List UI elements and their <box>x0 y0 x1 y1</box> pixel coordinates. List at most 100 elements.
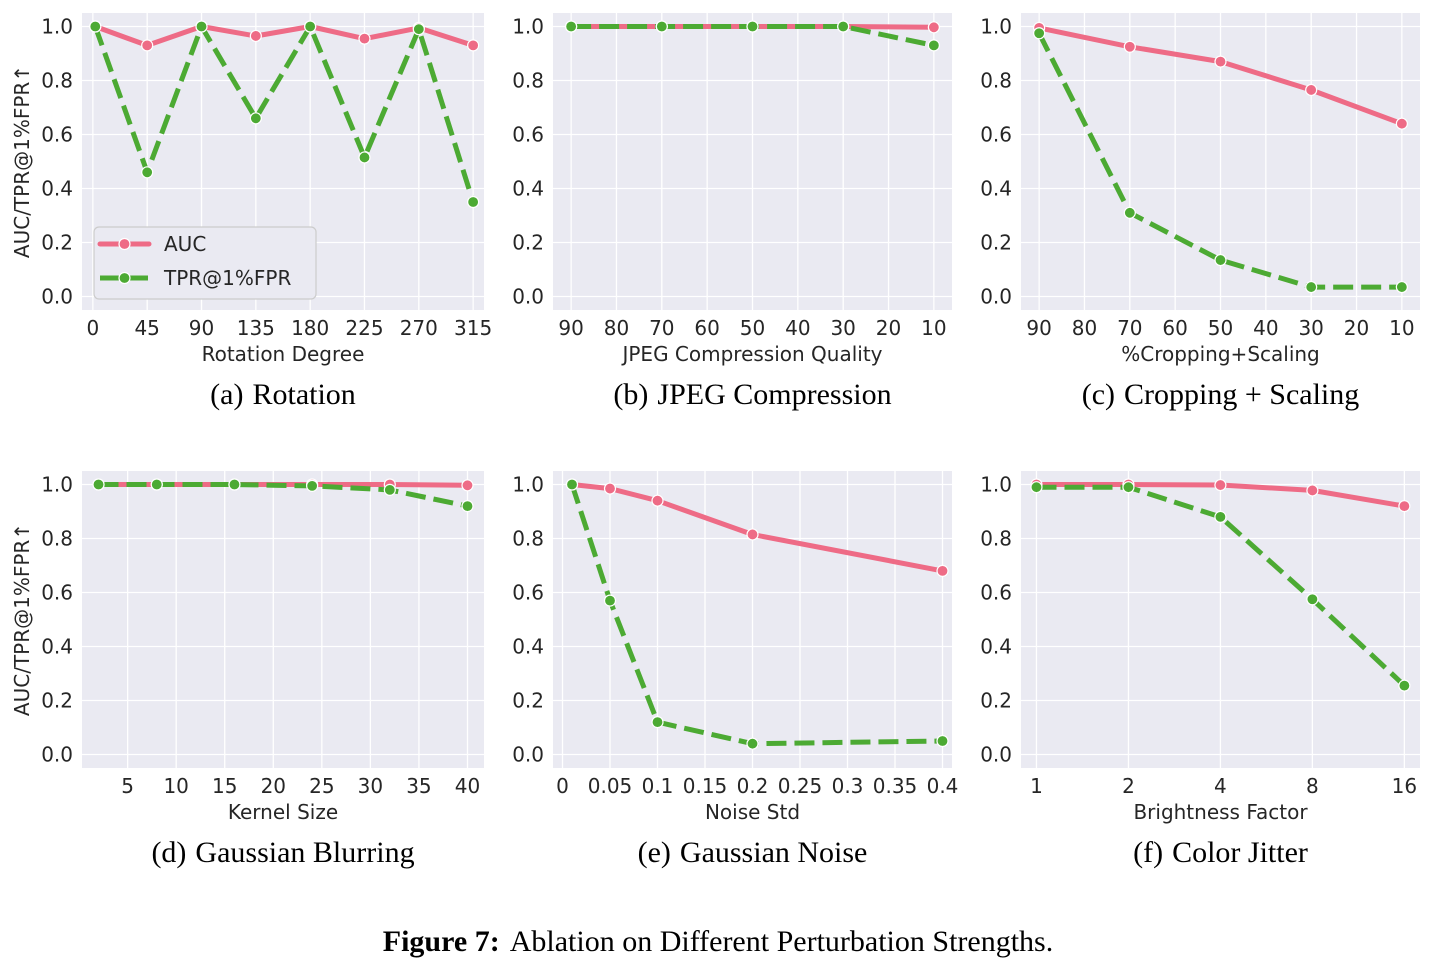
x-tick-label: 180 <box>291 316 329 340</box>
data-point-tpr <box>651 715 664 729</box>
data-point-tpr <box>1030 481 1043 494</box>
data-point-tpr <box>1305 280 1318 294</box>
x-tick-label: 8 <box>1306 774 1319 798</box>
data-point-tpr <box>936 734 949 748</box>
series-line-tpr <box>1036 484 1407 688</box>
plot-area-d <box>82 471 484 768</box>
y-tick-label: 0.8 <box>512 69 544 93</box>
x-tick-label: 20 <box>876 316 901 340</box>
y-tick-label: 0.4 <box>512 635 544 659</box>
y-tick-label: 1.0 <box>512 15 544 39</box>
x-tick-label: 40 <box>1253 316 1278 340</box>
y-tick-label: 1.0 <box>41 473 73 497</box>
y-tick-label: 0.8 <box>980 69 1012 93</box>
subcaption-text: Gaussian Noise <box>680 836 867 869</box>
data-point-auc <box>141 39 154 52</box>
x-tick-label: 50 <box>1208 316 1233 340</box>
data-point-tpr <box>1395 280 1408 294</box>
data-point-auc <box>467 39 480 52</box>
data-point-tpr <box>383 483 396 496</box>
data-point-tpr <box>195 20 208 33</box>
x-tick-label: 16 <box>1392 774 1417 798</box>
x-tick-label: 0.05 <box>588 774 633 798</box>
series-line-tpr <box>98 482 469 509</box>
subcaption-label: (a) <box>210 378 243 411</box>
x-axis-label: JPEG Compression Quality <box>620 342 882 366</box>
data-point-auc <box>249 29 262 43</box>
data-point-tpr <box>1123 206 1136 219</box>
x-tick-label: 2 <box>1122 774 1135 798</box>
data-point-tpr <box>89 20 102 33</box>
y-tick-label: 1.0 <box>980 15 1012 39</box>
figure-caption-text: Ablation on Different Perturbation Stren… <box>510 925 1054 958</box>
subcaption-text: Color Jitter <box>1172 836 1308 869</box>
y-tick-label: 0.6 <box>512 581 544 605</box>
x-tick-label: 90 <box>558 316 583 340</box>
y-tick-label: 0.2 <box>41 231 73 255</box>
panel-b: 0.0 0.2 0.4 0.6 0.8 1.0 90 80 70 60 50 40 30 20 10 JPEG… <box>512 13 952 411</box>
data-point-tpr <box>141 166 154 179</box>
panel-c: 0.0 0.2 0.4 0.6 0.8 1.0 90 80 70 60 50 40 30 20 10 %Cro… <box>980 13 1420 411</box>
data-point-auc <box>1306 484 1319 497</box>
subcaption-label: (e) <box>638 836 671 869</box>
panel-a: 0.0 0.2 0.4 0.6 0.8 1.0 0 45 90 135 180 225 270 315 Ro… <box>10 13 492 411</box>
x-axis-label: Rotation Degree <box>202 342 365 366</box>
data-point-tpr <box>1214 253 1227 267</box>
x-tick-label: 90 <box>189 316 214 340</box>
y-tick-label: 0.4 <box>41 177 73 201</box>
x-tick-label: 60 <box>1162 316 1187 340</box>
subcaption-text: Cropping + Scaling <box>1124 378 1359 411</box>
data-point-tpr <box>306 479 319 492</box>
x-tick-label: 70 <box>649 316 674 340</box>
x-tick-label: 0.3 <box>832 774 864 798</box>
subcaption-f: (f) Color Jitter <box>1133 836 1308 869</box>
x-tick-label: 70 <box>1117 316 1142 340</box>
subcaption-e: (e) Gaussian Noise <box>638 836 868 869</box>
panel-d: 0.0 0.2 0.4 0.6 0.8 1.0 5 10 15 20 25 30 35 40 Kernel … <box>10 471 484 869</box>
x-axis-label: %Cropping+Scaling <box>1121 342 1320 366</box>
y-tick-label: 0.6 <box>980 123 1012 147</box>
y-tick-label: 0.6 <box>41 123 73 147</box>
data-point-tpr <box>1214 510 1227 524</box>
x-tick-label: 270 <box>400 316 438 340</box>
y-tick-label: 0.8 <box>512 527 544 551</box>
data-point-tpr <box>565 20 578 33</box>
x-axis-label: Brightness Factor <box>1133 800 1308 824</box>
series-line-tpr <box>1036 32 1402 290</box>
x-tick-label: 10 <box>163 774 188 798</box>
series-line-tpr <box>92 24 476 203</box>
x-tick-label: 0.2 <box>737 774 769 798</box>
data-point-tpr <box>150 478 163 491</box>
y-tick-label: 1.0 <box>41 15 73 39</box>
data-point-tpr <box>603 594 617 607</box>
y-tick-label: 0.0 <box>980 285 1012 309</box>
subcaption-label: (b) <box>613 378 648 411</box>
x-tick-label: 30 <box>358 774 383 798</box>
legend-label-auc: AUC <box>164 232 206 256</box>
x-tick-label: 0.1 <box>642 774 674 798</box>
data-point-auc <box>461 479 474 492</box>
data-point-auc <box>1398 500 1411 513</box>
data-point-tpr <box>746 737 759 750</box>
x-tick-label: 0 <box>86 316 99 340</box>
x-tick-label: 20 <box>1344 316 1369 340</box>
x-tick-label: 35 <box>406 774 431 798</box>
x-tick-label: 90 <box>1026 316 1051 340</box>
data-point-auc <box>1123 40 1136 53</box>
figure-caption-label: Figure 7: <box>383 925 500 958</box>
y-axis-label: AUC/TPR@1%FPR↑ <box>10 65 34 258</box>
data-point-tpr <box>655 20 668 33</box>
x-tick-label: 15 <box>212 774 237 798</box>
y-tick-label: 0.0 <box>980 743 1012 767</box>
y-tick-label: 0.0 <box>41 743 73 767</box>
data-point-tpr <box>467 195 480 209</box>
x-tick-label: 30 <box>830 316 855 340</box>
y-tick-label: 0.8 <box>41 527 73 551</box>
data-point-auc <box>936 564 949 578</box>
figure-caption: Figure 7: Ablation on Different Perturbat… <box>383 925 1053 958</box>
y-tick-label: 0.2 <box>41 689 73 713</box>
data-point-tpr <box>304 20 317 33</box>
x-tick-label: 40 <box>455 774 480 798</box>
data-point-auc <box>1214 478 1227 492</box>
